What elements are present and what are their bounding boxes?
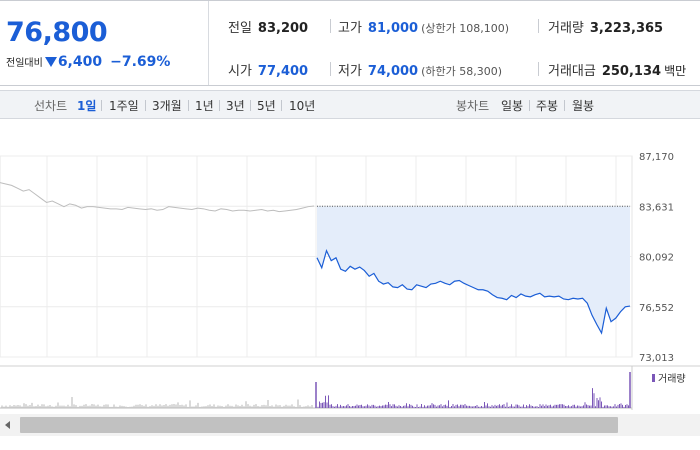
y-tick-label: 83,631 [639,202,674,213]
candle-chart-label: 봉차트 [456,99,490,113]
y-tick-label: 87,170 [639,152,674,163]
tab-3m[interactable]: 3개월 [152,99,182,113]
tab-3y[interactable]: 3년 [226,99,245,113]
tab-monthly[interactable]: 월봉 [572,99,595,113]
tab-1y[interactable]: 1년 [195,99,214,113]
tab-daily[interactable]: 일봉 [501,99,524,113]
quote-high: 고가 81,000 (상한가 108,100) [338,21,510,36]
tab-1d[interactable]: 1일 [77,99,97,113]
chart-scrollbar[interactable] [0,414,700,436]
price-change: 전일대비 6,400 −7.69% [6,54,170,70]
quote-prev: 전일 83,200 [228,21,309,36]
quote-open: 시가 77,400 [228,64,309,79]
scroll-left-arrow-icon[interactable] [5,421,10,429]
today-price-line [316,248,631,335]
line-chart-label: 선차트 [34,99,68,113]
previous-day-line [0,182,315,213]
volume-legend-label: 거래량 [658,373,686,385]
today-fill-area [317,206,630,334]
down-triangle-icon [44,57,57,67]
tab-5y[interactable]: 5년 [257,99,276,113]
tab-weekly[interactable]: 주봉 [536,99,559,113]
tab-10y[interactable]: 10년 [289,99,316,113]
y-tick-label: 80,092 [639,253,674,264]
price-summary: 76,800 전일대비 6,400 −7.69% [0,1,209,85]
chart-period-tabs: 선차트 1일 1주일 3개월 1년 3년 5년 10년 봉차트 일봉 주봉 월봉 [0,90,700,119]
quote-low: 저가 74,000 (하한가 58,300) [338,64,503,79]
quote-header: 76,800 전일대비 6,400 −7.69% 전일 83,200 고가 81,000… [0,0,700,86]
y-tick-label: 73,013 [639,353,674,364]
price-chart: 87,170 83,631 80,092 76,552 73,013 거래량 [0,152,700,410]
change-percent: −7.69% [110,54,171,70]
current-price: 76,800 [6,17,108,48]
tab-1w[interactable]: 1주일 [109,99,139,113]
quote-volume: 거래량 3,223,365 [548,21,664,36]
change-value: 6,400 [57,54,103,70]
scroll-thumb[interactable] [20,417,618,433]
volume-legend-swatch [652,374,655,382]
change-label: 전일대비 [6,58,43,69]
y-tick-label: 76,552 [639,303,674,314]
quote-amount: 거래대금 250,134 백만 [548,64,687,79]
